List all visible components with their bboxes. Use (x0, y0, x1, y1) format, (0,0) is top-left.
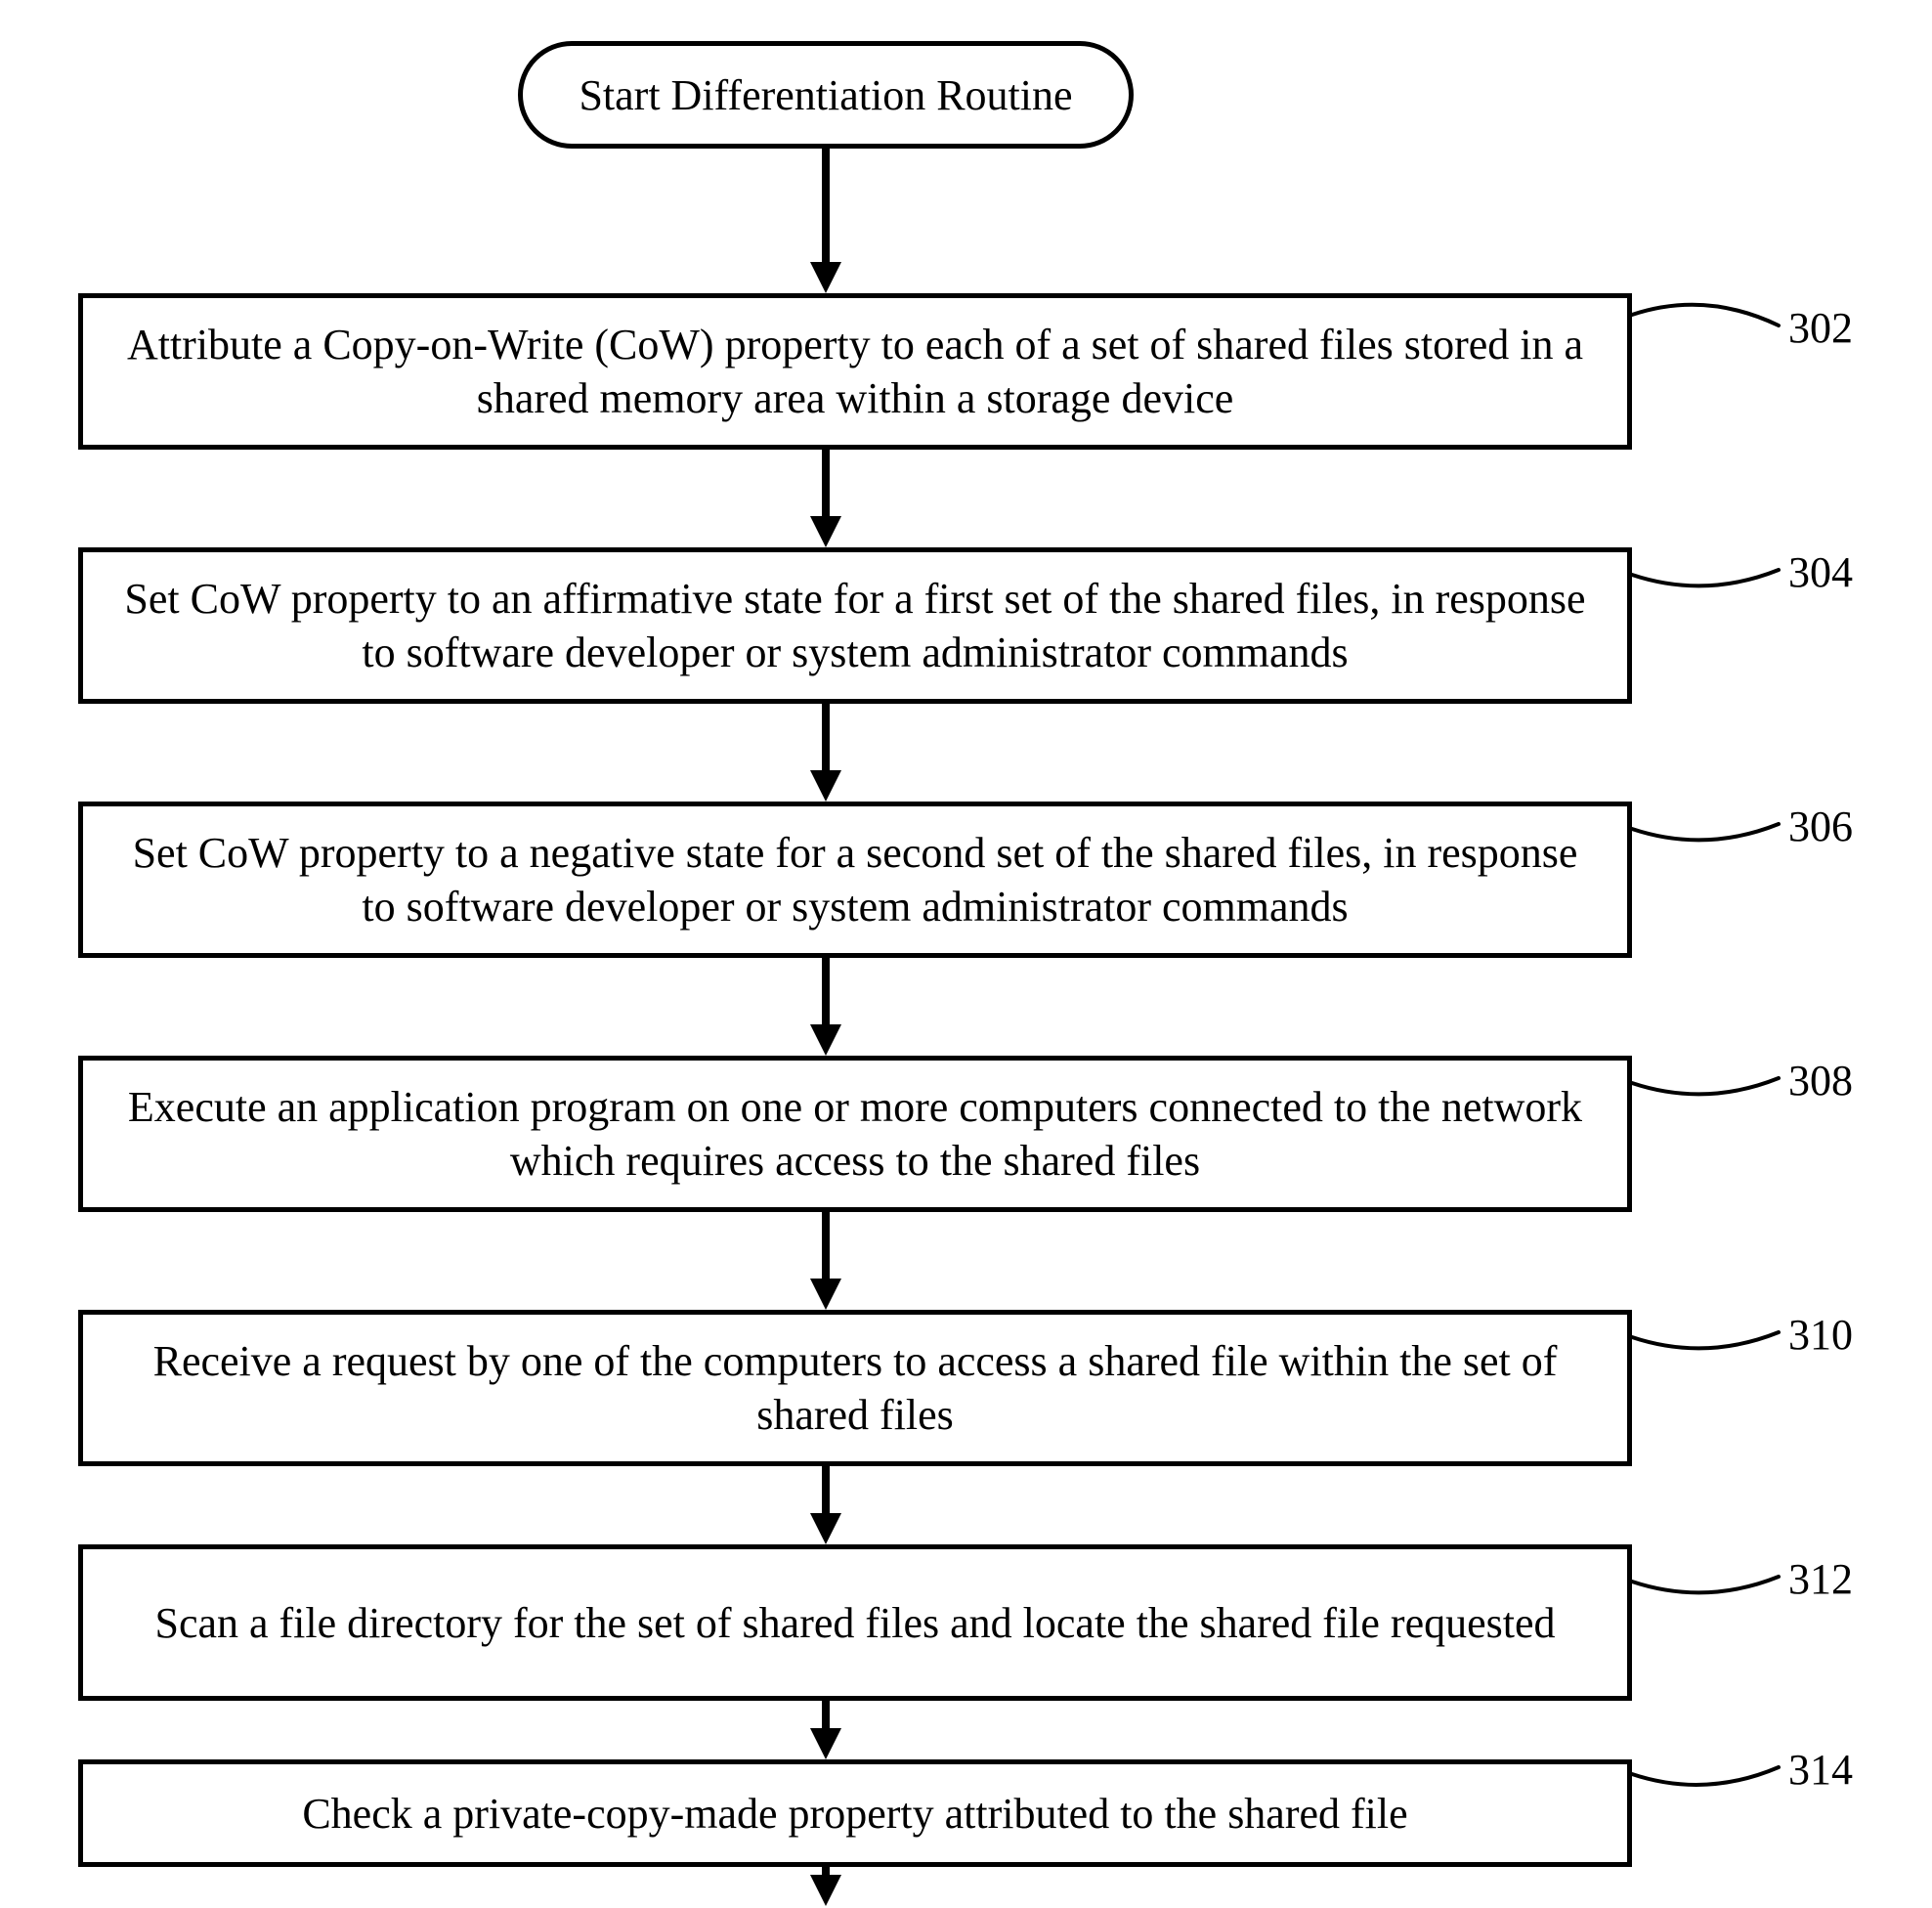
arrow-line (822, 958, 830, 1026)
step-314: Check a private-copy-made property attri… (78, 1759, 1632, 1867)
arrow-head-icon (810, 1875, 841, 1906)
ref-312: 312 (1788, 1554, 1853, 1604)
step-310: Receive a request by one of the computer… (78, 1310, 1632, 1466)
arrow-line (822, 149, 830, 264)
step-302: Attribute a Copy-on-Write (CoW) property… (78, 293, 1632, 450)
leader-line (1622, 276, 1788, 365)
step-308: Execute an application program on one or… (78, 1056, 1632, 1212)
step-304: Set CoW property to an affirmative state… (78, 547, 1632, 704)
arrow-head-icon (810, 1513, 841, 1544)
leader-line (1622, 531, 1788, 614)
ref-304: 304 (1788, 547, 1853, 597)
step-308-text: Execute an application program on one or… (112, 1080, 1598, 1188)
arrow-line (822, 1212, 830, 1280)
arrow-head-icon (810, 516, 841, 547)
arrow-line (822, 1701, 830, 1730)
step-306-text: Set CoW property to a negative state for… (112, 826, 1598, 933)
step-304-text: Set CoW property to an affirmative state… (112, 572, 1598, 679)
step-312: Scan a file directory for the set of sha… (78, 1544, 1632, 1701)
arrow-head-icon (810, 770, 841, 802)
ref-306: 306 (1788, 802, 1853, 851)
step-310-text: Receive a request by one of the computer… (112, 1334, 1598, 1442)
leader-line (1622, 1728, 1788, 1813)
flowchart-canvas: Start Differentiation Routine Attribute … (0, 0, 1932, 1908)
arrow-head-icon (810, 1279, 841, 1310)
leader-line (1622, 1293, 1788, 1376)
leader-line (1622, 1538, 1788, 1621)
arrow-head-icon (810, 1728, 841, 1759)
arrow-line (822, 450, 830, 518)
start-node-label: Start Differentiation Routine (579, 70, 1072, 120)
step-302-text: Attribute a Copy-on-Write (CoW) property… (112, 318, 1598, 425)
arrow-line (822, 1466, 830, 1515)
step-312-text: Scan a file directory for the set of sha… (154, 1596, 1555, 1650)
start-node: Start Differentiation Routine (518, 41, 1134, 149)
leader-line (1622, 785, 1788, 868)
arrow-head-icon (810, 1024, 841, 1056)
ref-314: 314 (1788, 1745, 1853, 1795)
step-306: Set CoW property to a negative state for… (78, 802, 1632, 958)
ref-308: 308 (1788, 1056, 1853, 1106)
arrow-line (822, 704, 830, 772)
leader-line (1622, 1039, 1788, 1122)
ref-302: 302 (1788, 303, 1853, 353)
ref-310: 310 (1788, 1310, 1853, 1360)
step-314-text: Check a private-copy-made property attri… (302, 1787, 1407, 1841)
arrow-head-icon (810, 262, 841, 293)
